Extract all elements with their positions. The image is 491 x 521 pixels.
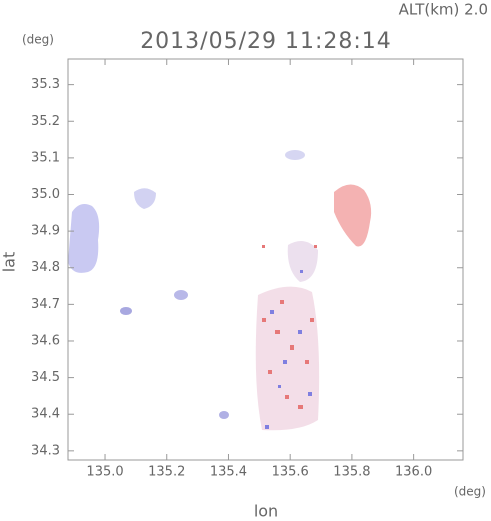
echo-cells	[265, 270, 312, 429]
y-tick-label: 34.6	[31, 333, 60, 348]
x-unit: (deg)	[454, 485, 486, 499]
echo	[285, 150, 305, 160]
y-unit: (deg)	[22, 33, 54, 47]
chart-title: 2013/05/29 11:28:14	[140, 29, 392, 54]
y-tick-label: 35.1	[31, 150, 60, 165]
echo	[219, 411, 229, 419]
y-tick-label: 35.2	[31, 114, 60, 129]
y-tick-label: 34.7	[31, 297, 60, 312]
x-tick-label: 135.6	[272, 465, 309, 480]
echo	[134, 188, 156, 209]
y-tick-label: 35.0	[31, 187, 60, 202]
echo	[334, 184, 372, 247]
y-tick-label: 34.4	[31, 407, 60, 422]
echoes	[68, 150, 372, 431]
echo	[120, 307, 132, 315]
echo-cells	[262, 245, 317, 409]
echo	[287, 241, 318, 282]
y-tick-label: 34.9	[31, 224, 60, 239]
y-tick-label: 34.5	[31, 370, 60, 385]
x-tick-label: 135.8	[333, 465, 370, 480]
echo	[68, 204, 100, 273]
y-axis-label: lat	[0, 252, 19, 273]
y-tick-label: 34.3	[31, 443, 60, 458]
echo	[255, 286, 320, 431]
echo	[174, 290, 188, 300]
x-tick-label: 136.0	[395, 465, 432, 480]
y-tick-label: 35.3	[31, 77, 60, 92]
x-axis-label: lon	[254, 502, 278, 521]
x-tick-label: 135.2	[148, 465, 185, 480]
x-tick-label: 135.0	[86, 465, 123, 480]
x-tick-label: 135.4	[210, 465, 247, 480]
y-tick-label: 34.8	[31, 260, 60, 275]
subtitle: ALT(km) 2.0	[399, 1, 488, 19]
plot-frame	[67, 58, 464, 461]
